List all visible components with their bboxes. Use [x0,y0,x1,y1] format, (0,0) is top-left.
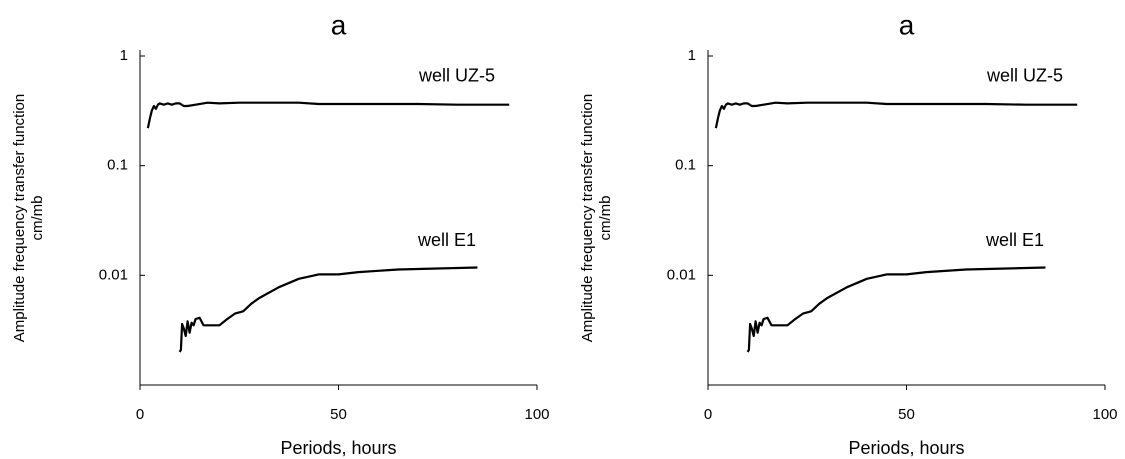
chart-title: a [331,9,347,40]
series-label: well UZ-5 [986,65,1063,85]
data-line [146,101,510,129]
y-axis-label: cm/mb [597,196,614,241]
data-line [178,266,478,353]
y-axis-label: Amplitude frequency transfer function [11,94,28,342]
y-tick-label: 0.1 [675,157,696,174]
data-line [746,266,1046,353]
y-tick-label: 1 [688,47,696,64]
y-tick-label: 0.01 [99,266,128,283]
x-axis-label: Periods, hours [280,438,396,458]
x-tick-label: 50 [330,406,347,423]
x-tick-label: 100 [524,406,549,423]
x-tick-label: 0 [704,406,712,423]
x-tick-label: 50 [898,406,915,423]
chart-title: a [899,9,915,40]
series-label: well E1 [985,230,1044,250]
y-tick-label: 0.01 [667,266,696,283]
x-axis-label: Periods, hours [848,438,964,458]
data-line [714,101,1078,129]
y-tick-label: 1 [120,47,128,64]
series-label: well E1 [417,230,476,250]
series-label: well UZ-5 [418,65,495,85]
x-tick-label: 0 [136,406,144,423]
y-axis-label: cm/mb [29,196,46,241]
y-axis-label: Amplitude frequency transfer function [579,94,596,342]
y-tick-label: 0.1 [107,157,128,174]
x-tick-label: 100 [1092,406,1117,423]
